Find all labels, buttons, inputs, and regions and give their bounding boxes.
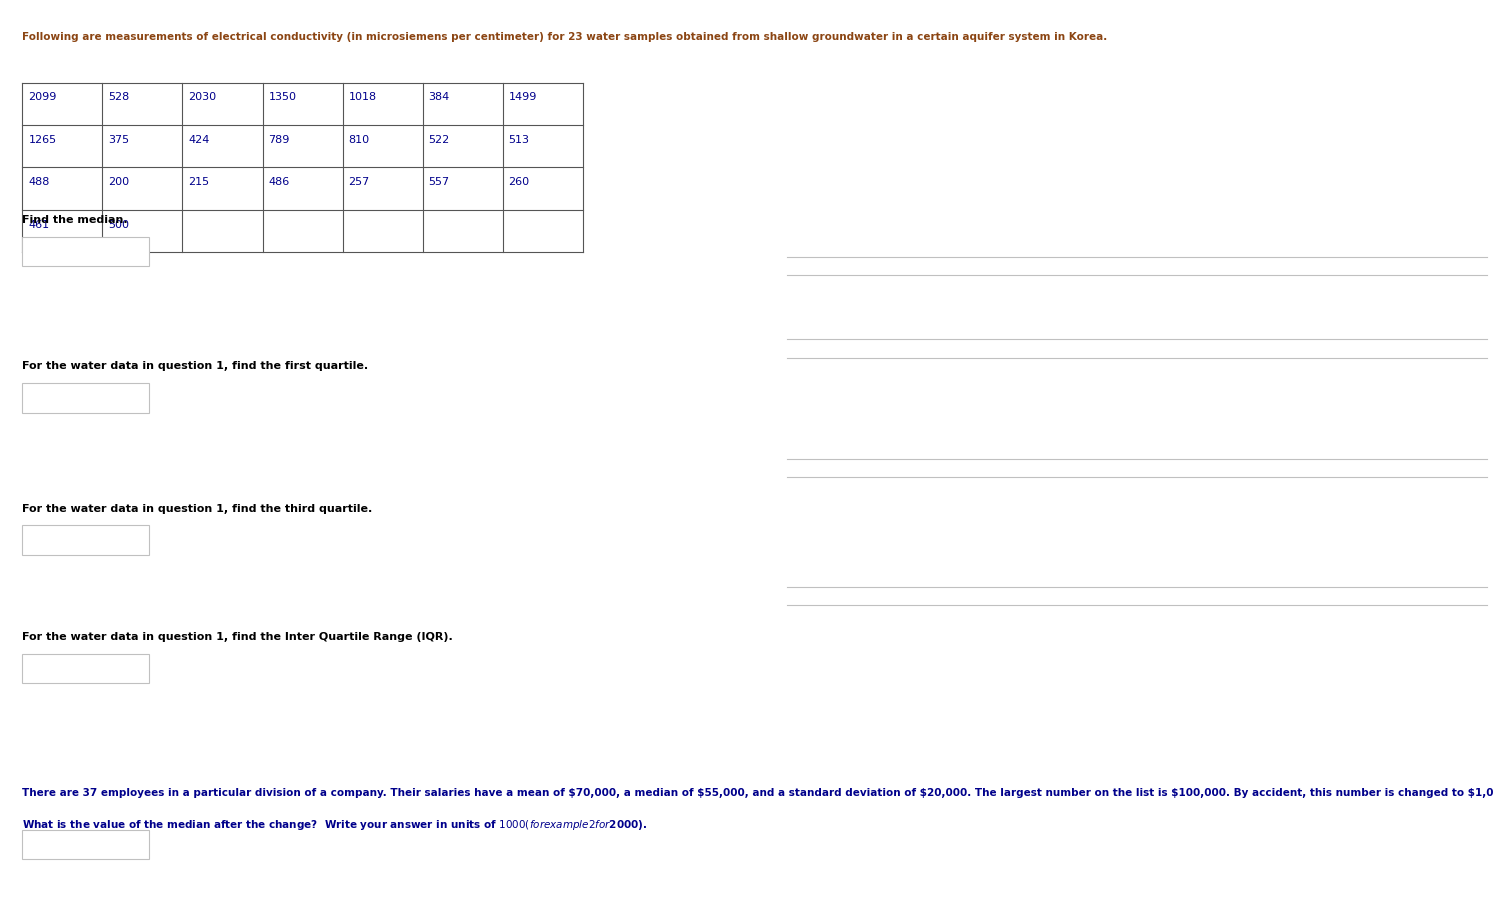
Text: 461: 461: [28, 219, 49, 229]
Text: 513: 513: [508, 135, 529, 145]
Text: 215: 215: [188, 177, 209, 187]
Text: 1018: 1018: [348, 93, 376, 103]
Text: 486: 486: [269, 177, 290, 187]
Text: 260: 260: [508, 177, 530, 187]
Text: 1499: 1499: [508, 93, 536, 103]
Text: 789: 789: [269, 135, 290, 145]
Text: For the water data in question 1, find the first quartile.: For the water data in question 1, find t…: [22, 361, 369, 371]
Text: 2030: 2030: [188, 93, 217, 103]
Text: Find the median.: Find the median.: [22, 215, 128, 225]
Text: What is the value of the median after the change?  Write your answer in units of: What is the value of the median after th…: [22, 818, 648, 832]
Text: 1350: 1350: [269, 93, 296, 103]
Text: For the water data in question 1, find the third quartile.: For the water data in question 1, find t…: [22, 503, 372, 514]
Text: 1265: 1265: [28, 135, 57, 145]
Text: For the water data in question 1, find the Inter Quartile Range (IQR).: For the water data in question 1, find t…: [22, 632, 453, 642]
Text: 500: 500: [109, 219, 130, 229]
Text: 557: 557: [429, 177, 450, 187]
Text: 375: 375: [109, 135, 130, 145]
Text: 424: 424: [188, 135, 209, 145]
Text: There are 37 employees in a particular division of a company. Their salaries hav: There are 37 employees in a particular d…: [22, 788, 1494, 798]
Text: 528: 528: [109, 93, 130, 103]
Text: 810: 810: [348, 135, 369, 145]
Text: 200: 200: [109, 177, 130, 187]
Text: 2099: 2099: [28, 93, 57, 103]
Text: 257: 257: [348, 177, 371, 187]
Text: 384: 384: [429, 93, 450, 103]
Text: 522: 522: [429, 135, 450, 145]
Text: Following are measurements of electrical conductivity (in microsiemens per centi: Following are measurements of electrical…: [22, 32, 1107, 42]
Text: 488: 488: [28, 177, 49, 187]
